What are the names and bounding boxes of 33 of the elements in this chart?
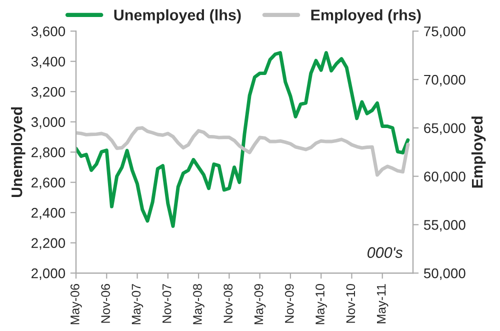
y-tick-label: 3,200	[31, 86, 66, 98]
y-tick-label: 2,800	[32, 147, 66, 159]
y-tick-label: 2,000	[32, 268, 66, 280]
y2-tick-label: 65,000	[424, 123, 466, 135]
y2-tick-label: 50,000	[424, 268, 466, 280]
line-series	[76, 51, 410, 228]
x-tick-label: May-10	[316, 284, 327, 324]
y-tick-label: 3,000	[31, 117, 66, 129]
x-tick-label: Nov-08	[224, 284, 233, 323]
y-tick-label: 2,400	[32, 208, 66, 220]
y-tick-label: 3,400	[31, 56, 66, 68]
x-tick-label: May-09	[254, 284, 266, 324]
x-tick-label: Nov-06	[101, 284, 110, 323]
y-tick-label: 3,600	[31, 26, 66, 38]
y2-tick-label: 55,000	[424, 220, 466, 232]
x-tick-label: May-11	[376, 284, 388, 324]
x-tick-label: May-08	[193, 284, 204, 324]
annotation: 000's	[368, 247, 403, 258]
x-tick-label: Nov-07	[162, 284, 172, 323]
x-tick-label: May-06	[70, 284, 82, 324]
y-tick-label: 2,600	[32, 178, 66, 190]
line-series	[76, 126, 410, 177]
y2-tick-label: 70,000	[424, 74, 466, 86]
x-tick-label: May-07	[132, 284, 144, 324]
x-tick-label: Nov-10	[346, 284, 356, 323]
y2-tick-label: 60,000	[424, 172, 466, 184]
x-tick-label: Nov-09	[284, 284, 294, 323]
y-axis-title: Unemployed	[11, 107, 26, 198]
y2-tick-label: 75,000	[424, 26, 466, 38]
y2-axis-title: Employed	[471, 116, 486, 188]
legend-label: Unemployed (lhs)	[114, 9, 241, 24]
y-tick-label: 2,200	[32, 238, 66, 250]
legend-label: Employed (rhs)	[311, 9, 421, 24]
